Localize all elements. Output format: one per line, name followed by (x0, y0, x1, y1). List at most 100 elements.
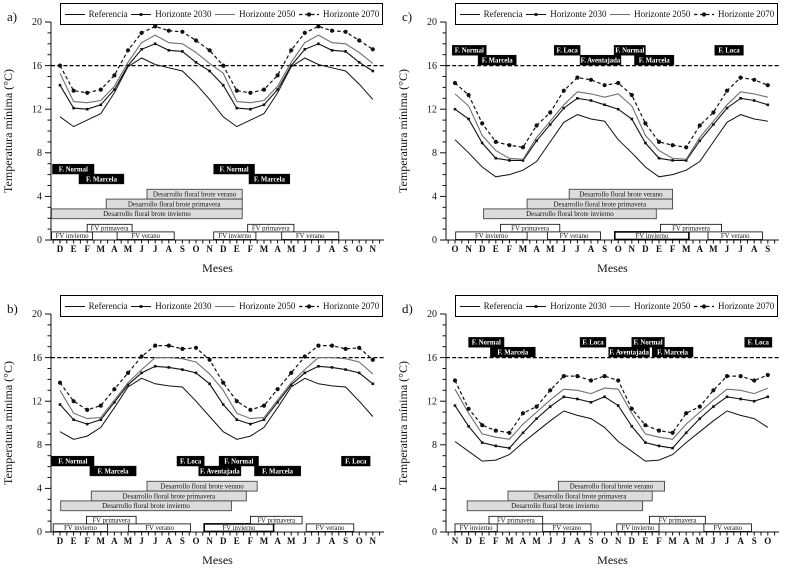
svg-text:Desarrollo floral brote primav: Desarrollo floral brote primavera (553, 200, 647, 208)
svg-text:F: F (84, 244, 90, 254)
legend-swatch-line-gray (610, 13, 631, 15)
axes (440, 313, 779, 536)
svg-text:D: D (479, 244, 486, 254)
svg-text:N: N (615, 536, 622, 546)
svg-text:M: M (97, 244, 106, 254)
svg-text:F: F (84, 536, 90, 546)
svg-text:E: E (71, 244, 77, 254)
svg-text:M: M (260, 244, 269, 254)
axes (440, 21, 779, 244)
svg-text:J: J (562, 244, 567, 254)
svg-text:E: E (493, 244, 499, 254)
svg-text:A: A (274, 244, 281, 254)
svg-text:J: J (303, 536, 308, 546)
svg-text:E: E (71, 536, 77, 546)
svg-text:E: E (234, 536, 240, 546)
svg-text:F. Normal: F. Normal (455, 48, 484, 55)
svg-text:16: 16 (427, 61, 437, 72)
svg-text:A: A (111, 244, 118, 254)
series-horizonte-2050 (59, 357, 374, 420)
svg-text:FV primavera: FV primavera (91, 225, 129, 232)
series-horizonte-2050 (454, 387, 769, 440)
legend-label: Horizonte 2030 (155, 9, 212, 19)
svg-text:J: J (725, 244, 730, 254)
development-boxes: Desarrollo floral brote veranoDesarrollo… (483, 188, 674, 220)
svg-text:O: O (192, 244, 199, 254)
svg-text:E: E (479, 536, 485, 546)
svg-text:F. Loca: F. Loca (748, 340, 770, 347)
svg-text:16: 16 (32, 353, 42, 364)
svg-text:0: 0 (432, 235, 437, 246)
svg-text:O: O (451, 244, 458, 254)
legend-item: Referencia (459, 9, 523, 19)
svg-text:Desarrollo floral brote primav: Desarrollo floral brote primavera (534, 492, 628, 500)
legend-swatch-line-square (131, 304, 152, 308)
svg-text:E: E (642, 536, 648, 546)
svg-text:M: M (260, 536, 269, 546)
legend-swatch-dash-circle (299, 303, 320, 309)
svg-text:F. Normal: F. Normal (472, 340, 501, 347)
svg-text:F. Marcela: F. Marcela (86, 176, 118, 183)
svg-text:J: J (575, 244, 580, 254)
series-referencia (59, 57, 374, 128)
series-horizonte-2050 (59, 34, 374, 104)
legend-swatch-line-square (526, 304, 547, 308)
svg-text:A: A (166, 244, 173, 254)
series-referencia (454, 114, 768, 178)
legend-item: Referencia (64, 9, 128, 19)
svg-text:Desarrollo floral brote verano: Desarrollo floral brote verano (570, 483, 654, 491)
series-referencia (59, 377, 374, 440)
svg-text:Desarrollo floral brote primav: Desarrollo floral brote primavera (122, 492, 216, 500)
legend-item: Horizonte 2030 (130, 301, 212, 311)
svg-text:A: A (737, 536, 744, 546)
x-axis-label: Meses (202, 553, 233, 567)
svg-text:A: A (574, 536, 581, 546)
legend-swatch-line-gray (610, 305, 631, 307)
svg-text:8: 8 (37, 148, 42, 159)
svg-text:J: J (711, 536, 716, 546)
series-horizonte-2030 (58, 365, 375, 426)
svg-text:F. Normal: F. Normal (58, 459, 87, 466)
svg-text:FV invierno: FV invierno (218, 233, 252, 240)
svg-text:A: A (274, 536, 281, 546)
flowering-boxes: F. Normal F. Marcela F. Normal F. Marcela (52, 163, 291, 185)
svg-text:16: 16 (32, 61, 42, 72)
series-horizonte-2070 (452, 372, 770, 435)
svg-text:S: S (588, 536, 593, 546)
svg-text:Desarrollo floral brote invier: Desarrollo floral brote invierno (526, 210, 614, 218)
svg-text:F: F (670, 244, 676, 254)
svg-text:S: S (343, 244, 348, 254)
svg-text:S: S (602, 244, 607, 254)
legend-item: Horizonte 2030 (525, 301, 607, 311)
legend-swatch-line (64, 13, 85, 15)
legend-item: Horizonte 2030 (130, 9, 212, 19)
legend-item: Horizonte 2070 (298, 9, 379, 19)
y-axis-label: Temperatura mínima (°C) (1, 361, 15, 485)
legend-label: Referencia (88, 9, 128, 19)
svg-text:FV invierno: FV invierno (56, 233, 90, 240)
svg-text:N: N (452, 536, 459, 546)
svg-text:F: F (656, 536, 662, 546)
svg-text:J: J (316, 244, 321, 254)
svg-text:F. Aventajada: F. Aventajada (609, 349, 649, 356)
svg-text:O: O (615, 244, 622, 254)
x-axis-label: Meses (202, 261, 233, 275)
svg-text:Desarrollo floral brote verano: Desarrollo floral brote verano (579, 191, 663, 199)
svg-text:12: 12 (427, 396, 437, 407)
svg-text:FV invierno: FV invierno (460, 525, 494, 532)
legend-item: Horizonte 2050 (214, 301, 295, 311)
legend-item: Horizonte 2050 (609, 9, 690, 19)
legend-item: Horizonte 2070 (693, 301, 774, 311)
svg-text:12: 12 (32, 396, 42, 407)
svg-text:J: J (725, 536, 730, 546)
series-horizonte-2070 (452, 75, 770, 150)
svg-text:M: M (546, 244, 555, 254)
svg-text:N: N (370, 244, 377, 254)
